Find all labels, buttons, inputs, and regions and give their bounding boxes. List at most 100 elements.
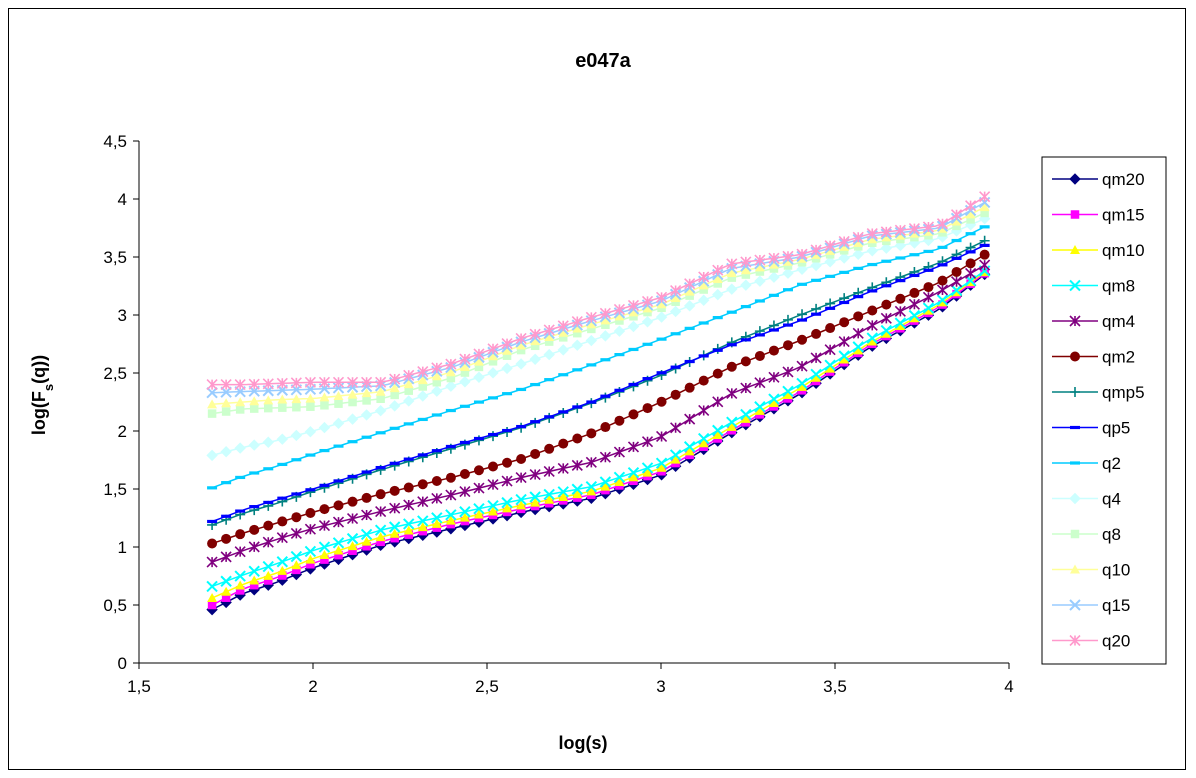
data-point <box>304 523 316 535</box>
data-point <box>797 318 808 322</box>
data-point <box>628 409 639 420</box>
data-point <box>656 337 667 341</box>
data-point <box>445 358 457 370</box>
data-point <box>318 421 331 434</box>
data-point <box>375 376 387 388</box>
data-point <box>825 306 836 310</box>
data-point <box>782 314 793 325</box>
data-point <box>501 362 513 375</box>
legend-label: q15 <box>1102 596 1130 615</box>
data-point <box>698 375 709 386</box>
data-point <box>656 371 667 375</box>
data-point <box>642 403 653 414</box>
data-point <box>754 254 766 266</box>
data-point <box>782 389 793 399</box>
data-point <box>797 334 808 345</box>
data-point <box>754 405 765 415</box>
data-point <box>221 593 231 602</box>
data-point <box>304 545 317 558</box>
legend-entry: qp5 <box>1052 419 1130 438</box>
data-point <box>923 282 934 293</box>
legend-box <box>1041 156 1167 665</box>
data-point <box>389 383 400 393</box>
data-point <box>810 259 822 272</box>
data-point <box>880 312 892 324</box>
legend-label: qm2 <box>1102 348 1135 367</box>
data-point <box>390 533 399 543</box>
data-point <box>880 226 892 238</box>
data-point <box>922 291 935 303</box>
data-point <box>361 388 372 398</box>
chart-title: e047a <box>575 50 631 72</box>
data-point <box>768 345 779 356</box>
data-point <box>290 527 302 539</box>
data-point <box>628 307 639 317</box>
data-point <box>530 420 541 424</box>
data-point <box>698 438 709 448</box>
data-point <box>684 382 695 393</box>
chart-frame: e047a 0 0,5 1 1,5 2 2,5 3 3,5 4 4,5 1,5 2 2,5 3 3,5 4 l… <box>8 8 1186 770</box>
data-point <box>922 221 935 233</box>
data-point <box>740 408 752 421</box>
data-point <box>909 253 920 257</box>
y-tick-label: 0,5 <box>103 596 127 615</box>
data-point <box>459 512 470 522</box>
data-point <box>908 309 921 322</box>
data-point <box>374 405 387 417</box>
data-point <box>445 367 456 377</box>
data-point <box>445 408 456 413</box>
data-point <box>417 366 429 378</box>
data-point <box>474 362 484 372</box>
data-point <box>881 259 892 263</box>
data-point <box>740 382 752 394</box>
legend-label: q2 <box>1102 454 1121 473</box>
data-point <box>544 331 555 341</box>
data-point <box>417 453 428 457</box>
data-point <box>235 397 246 407</box>
legend-label: q8 <box>1102 525 1121 544</box>
data-point <box>908 223 920 235</box>
data-point <box>558 327 569 337</box>
legend-entry: qm8 <box>1052 277 1135 296</box>
data-point <box>291 458 302 462</box>
data-point <box>403 518 415 530</box>
data-point <box>501 475 513 487</box>
data-point <box>952 221 961 231</box>
data-point <box>768 252 780 264</box>
data-point <box>839 300 850 305</box>
data-point <box>347 474 358 479</box>
data-point <box>347 496 358 507</box>
data-point <box>853 295 864 299</box>
data-point <box>684 278 696 290</box>
data-point <box>389 373 401 385</box>
data-point <box>360 528 373 541</box>
data-point <box>403 457 414 461</box>
data-point <box>600 315 611 325</box>
legend-entry: q4 <box>1052 490 1121 509</box>
data-point <box>459 440 470 445</box>
data-point <box>516 340 527 350</box>
data-point <box>824 256 836 268</box>
data-point <box>459 506 471 518</box>
legend: qm20 qm15 qm10 qm8 qm4 qm2 qmp5 qp5 q2 q4 q8 q10 q15… <box>1041 156 1167 665</box>
data-point <box>712 316 723 320</box>
data-point <box>234 546 246 558</box>
data-point <box>235 509 246 513</box>
data-point <box>262 560 274 573</box>
data-point <box>332 537 345 549</box>
data-point <box>544 494 555 504</box>
data-point <box>585 334 598 347</box>
data-point <box>333 444 344 448</box>
legend-label: qmp5 <box>1102 383 1145 402</box>
data-point <box>965 250 976 254</box>
legend-label: qm4 <box>1102 312 1135 331</box>
data-point <box>1069 173 1081 185</box>
data-point <box>782 340 793 351</box>
data-point <box>1069 634 1081 647</box>
data-point <box>698 294 710 306</box>
data-point <box>586 319 597 329</box>
data-point <box>613 446 625 458</box>
y-tick-label: 2,5 <box>103 364 127 383</box>
data-point <box>600 358 611 362</box>
data-point <box>305 488 316 492</box>
